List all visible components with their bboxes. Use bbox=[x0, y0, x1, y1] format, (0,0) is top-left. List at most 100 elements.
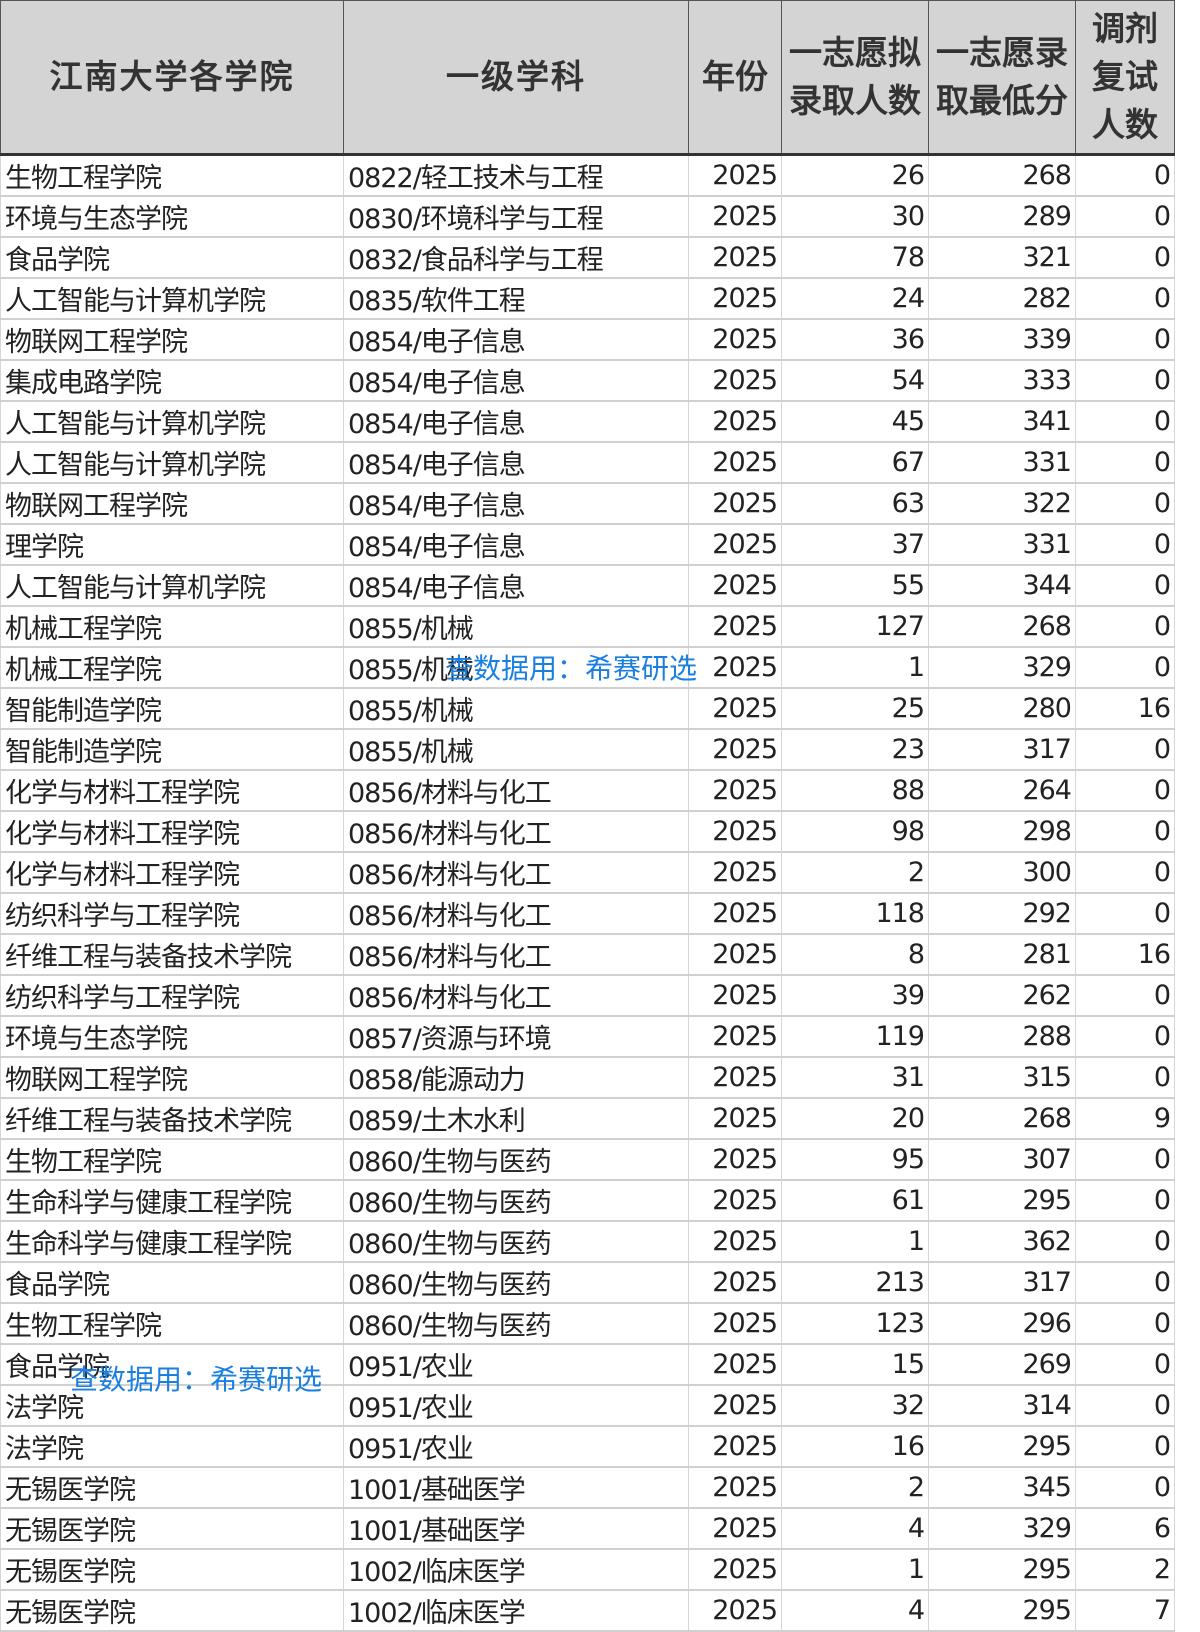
header-min-score[interactable]: 一志愿录取最低分 bbox=[928, 0, 1076, 156]
cell-year[interactable]: 2025 bbox=[688, 1015, 782, 1058]
cell-planned-admissions[interactable]: 32 bbox=[781, 1384, 929, 1427]
cell-college[interactable]: 食品学院 bbox=[0, 236, 344, 279]
cell-year[interactable]: 2025 bbox=[688, 851, 782, 894]
cell-planned-admissions[interactable]: 118 bbox=[781, 892, 929, 935]
cell-adjustment-count[interactable]: 0 bbox=[1075, 400, 1175, 443]
cell-college[interactable]: 人工智能与计算机学院 bbox=[0, 441, 344, 484]
cell-adjustment-count[interactable]: 7 bbox=[1075, 1589, 1175, 1632]
cell-adjustment-count[interactable]: 0 bbox=[1075, 482, 1175, 525]
cell-year[interactable]: 2025 bbox=[688, 974, 782, 1017]
cell-adjustment-count[interactable]: 0 bbox=[1075, 1261, 1175, 1304]
cell-college[interactable]: 食品学院 bbox=[0, 1261, 344, 1304]
cell-adjustment-count[interactable]: 0 bbox=[1075, 851, 1175, 894]
cell-min-score[interactable]: 280 bbox=[928, 687, 1076, 730]
cell-adjustment-count[interactable]: 0 bbox=[1075, 154, 1175, 197]
cell-discipline[interactable]: 1001/基础医学 bbox=[343, 1466, 689, 1509]
cell-discipline[interactable]: 0855/机械 bbox=[343, 605, 689, 648]
cell-adjustment-count[interactable]: 0 bbox=[1075, 318, 1175, 361]
cell-min-score[interactable]: 333 bbox=[928, 359, 1076, 402]
cell-year[interactable]: 2025 bbox=[688, 1548, 782, 1591]
header-year[interactable]: 年份 bbox=[688, 0, 782, 156]
cell-year[interactable]: 2025 bbox=[688, 892, 782, 935]
cell-discipline[interactable]: 0835/软件工程 bbox=[343, 277, 689, 320]
cell-min-score[interactable]: 269 bbox=[928, 1343, 1076, 1386]
cell-college[interactable]: 人工智能与计算机学院 bbox=[0, 564, 344, 607]
cell-planned-admissions[interactable]: 54 bbox=[781, 359, 929, 402]
cell-college[interactable]: 法学院 bbox=[0, 1425, 344, 1468]
cell-discipline[interactable]: 0822/轻工技术与工程 bbox=[343, 154, 689, 197]
cell-college[interactable]: 无锡医学院 bbox=[0, 1589, 344, 1632]
cell-planned-admissions[interactable]: 20 bbox=[781, 1097, 929, 1140]
cell-discipline[interactable]: 0856/材料与化工 bbox=[343, 892, 689, 935]
cell-min-score[interactable]: 331 bbox=[928, 523, 1076, 566]
cell-college[interactable]: 纤维工程与装备技术学院 bbox=[0, 933, 344, 976]
cell-year[interactable]: 2025 bbox=[688, 318, 782, 361]
cell-adjustment-count[interactable]: 0 bbox=[1075, 236, 1175, 279]
cell-planned-admissions[interactable]: 61 bbox=[781, 1179, 929, 1222]
cell-planned-admissions[interactable]: 26 bbox=[781, 154, 929, 197]
cell-planned-admissions[interactable]: 95 bbox=[781, 1138, 929, 1181]
cell-planned-admissions[interactable]: 123 bbox=[781, 1302, 929, 1345]
cell-discipline[interactable]: 0858/能源动力 bbox=[343, 1056, 689, 1099]
cell-adjustment-count[interactable]: 0 bbox=[1075, 728, 1175, 771]
cell-planned-admissions[interactable]: 78 bbox=[781, 236, 929, 279]
cell-min-score[interactable]: 295 bbox=[928, 1548, 1076, 1591]
cell-min-score[interactable]: 307 bbox=[928, 1138, 1076, 1181]
cell-planned-admissions[interactable]: 31 bbox=[781, 1056, 929, 1099]
cell-min-score[interactable]: 281 bbox=[928, 933, 1076, 976]
cell-min-score[interactable]: 317 bbox=[928, 1261, 1076, 1304]
cell-year[interactable]: 2025 bbox=[688, 195, 782, 238]
cell-min-score[interactable]: 268 bbox=[928, 154, 1076, 197]
cell-adjustment-count[interactable]: 16 bbox=[1075, 687, 1175, 730]
cell-min-score[interactable]: 298 bbox=[928, 810, 1076, 853]
cell-adjustment-count[interactable]: 0 bbox=[1075, 1425, 1175, 1468]
cell-year[interactable]: 2025 bbox=[688, 441, 782, 484]
cell-adjustment-count[interactable]: 0 bbox=[1075, 1138, 1175, 1181]
cell-year[interactable]: 2025 bbox=[688, 154, 782, 197]
cell-min-score[interactable]: 282 bbox=[928, 277, 1076, 320]
header-college[interactable]: 江南大学各学院 bbox=[0, 0, 344, 156]
cell-adjustment-count[interactable]: 0 bbox=[1075, 564, 1175, 607]
cell-discipline[interactable]: 0951/农业 bbox=[343, 1425, 689, 1468]
cell-discipline[interactable]: 0830/环境科学与工程 bbox=[343, 195, 689, 238]
cell-discipline[interactable]: 0860/生物与医药 bbox=[343, 1138, 689, 1181]
cell-year[interactable]: 2025 bbox=[688, 236, 782, 279]
cell-discipline[interactable]: 0859/土木水利 bbox=[343, 1097, 689, 1140]
cell-discipline[interactable]: 0857/资源与环境 bbox=[343, 1015, 689, 1058]
cell-year[interactable]: 2025 bbox=[688, 1056, 782, 1099]
header-planned-admissions[interactable]: 一志愿拟录取人数 bbox=[781, 0, 929, 156]
cell-year[interactable]: 2025 bbox=[688, 1343, 782, 1386]
cell-college[interactable]: 化学与材料工程学院 bbox=[0, 810, 344, 853]
cell-college[interactable]: 化学与材料工程学院 bbox=[0, 851, 344, 894]
cell-min-score[interactable]: 264 bbox=[928, 769, 1076, 812]
cell-year[interactable]: 2025 bbox=[688, 728, 782, 771]
cell-year[interactable]: 2025 bbox=[688, 359, 782, 402]
cell-college[interactable]: 智能制造学院 bbox=[0, 728, 344, 771]
cell-year[interactable]: 2025 bbox=[688, 1097, 782, 1140]
cell-min-score[interactable]: 362 bbox=[928, 1220, 1076, 1263]
cell-discipline[interactable]: 1001/基础医学 bbox=[343, 1507, 689, 1550]
cell-year[interactable]: 2025 bbox=[688, 810, 782, 853]
cell-year[interactable]: 2025 bbox=[688, 646, 782, 689]
cell-college[interactable]: 生命科学与健康工程学院 bbox=[0, 1179, 344, 1222]
cell-planned-admissions[interactable]: 24 bbox=[781, 277, 929, 320]
cell-discipline[interactable]: 0854/电子信息 bbox=[343, 482, 689, 525]
cell-college[interactable]: 化学与材料工程学院 bbox=[0, 769, 344, 812]
cell-planned-admissions[interactable]: 1 bbox=[781, 1220, 929, 1263]
cell-college[interactable]: 理学院 bbox=[0, 523, 344, 566]
cell-year[interactable]: 2025 bbox=[688, 1220, 782, 1263]
cell-year[interactable]: 2025 bbox=[688, 1507, 782, 1550]
cell-adjustment-count[interactable]: 0 bbox=[1075, 1466, 1175, 1509]
cell-adjustment-count[interactable]: 0 bbox=[1075, 195, 1175, 238]
cell-min-score[interactable]: 288 bbox=[928, 1015, 1076, 1058]
cell-min-score[interactable]: 341 bbox=[928, 400, 1076, 443]
header-adjustment-count[interactable]: 调剂复试人数 bbox=[1075, 0, 1175, 156]
cell-planned-admissions[interactable]: 63 bbox=[781, 482, 929, 525]
cell-adjustment-count[interactable]: 0 bbox=[1075, 1056, 1175, 1099]
cell-discipline[interactable]: 0856/材料与化工 bbox=[343, 933, 689, 976]
cell-college[interactable]: 机械工程学院 bbox=[0, 605, 344, 648]
cell-college[interactable]: 人工智能与计算机学院 bbox=[0, 400, 344, 443]
cell-planned-admissions[interactable]: 39 bbox=[781, 974, 929, 1017]
cell-college[interactable]: 智能制造学院 bbox=[0, 687, 344, 730]
cell-year[interactable]: 2025 bbox=[688, 400, 782, 443]
